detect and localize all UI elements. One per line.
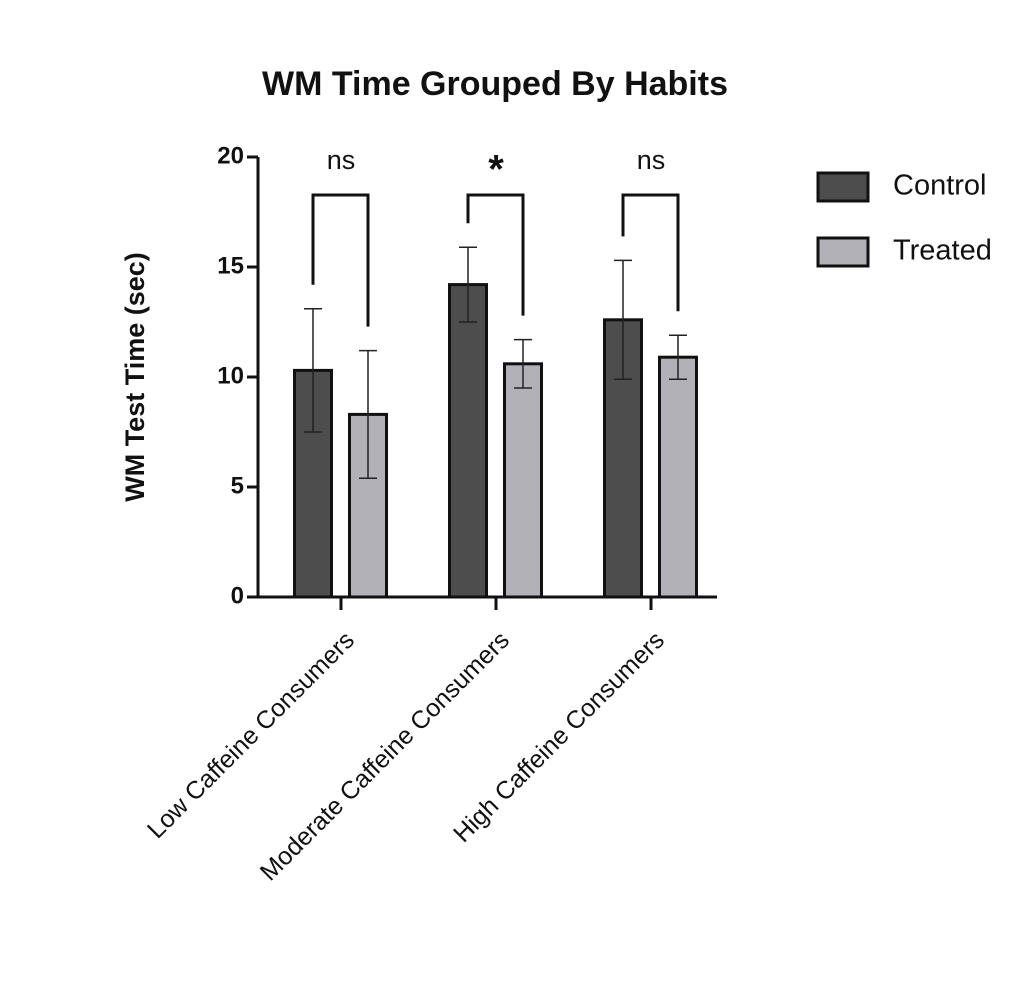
bar xyxy=(503,362,543,599)
legend-label: Control xyxy=(893,170,987,202)
legend-label: Treated xyxy=(893,235,992,267)
x-tick-label: Moderate Caffeine Consumers xyxy=(255,626,515,886)
legend-swatch xyxy=(816,236,870,268)
y-axis-label: WM Test Time (sec) xyxy=(120,252,150,502)
y-tick-label: 0 xyxy=(231,582,244,609)
y-tick-label: 20 xyxy=(217,142,244,169)
significance-label: * xyxy=(488,148,504,192)
error-bar xyxy=(304,308,322,433)
bar xyxy=(448,283,488,599)
chart-title: WM Time Grouped By Habits xyxy=(262,65,728,103)
legend-swatch xyxy=(816,171,870,203)
significance-bracket xyxy=(466,193,525,316)
significance-label: ns xyxy=(637,145,666,175)
error-bar xyxy=(514,338,532,389)
significance-bracket xyxy=(621,193,680,312)
y-tick-label: 15 xyxy=(217,252,244,279)
bar xyxy=(658,355,698,599)
y-tick-label: 10 xyxy=(217,362,244,389)
y-tick-label: 5 xyxy=(231,472,244,499)
error-bar xyxy=(359,349,377,479)
significance-bracket xyxy=(311,193,370,327)
significance-label: ns xyxy=(327,145,356,175)
error-bar xyxy=(669,334,687,380)
error-bar xyxy=(614,259,632,380)
error-bar xyxy=(459,246,477,323)
